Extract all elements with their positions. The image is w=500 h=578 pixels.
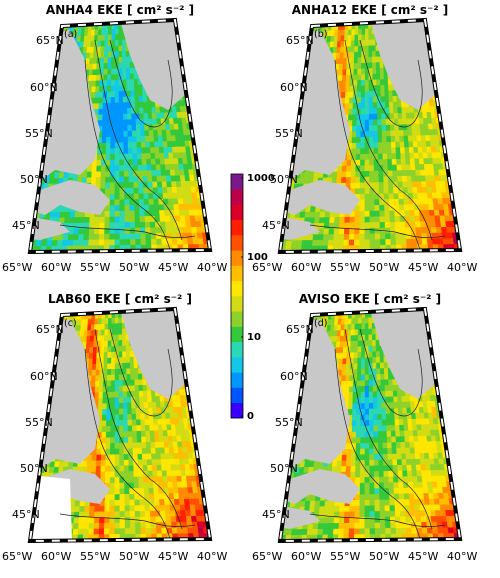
colorbar-swatch [231, 357, 243, 373]
lat-tick-label: 65°N [36, 34, 64, 47]
lon-tick-label: 45°W [408, 261, 438, 274]
lat-tick-label: 55°N [275, 127, 303, 140]
lon-tick-label: 65°W [252, 550, 282, 563]
colorbar-swatch [231, 296, 243, 312]
newfoundland-land [30, 180, 110, 215]
map-b [280, 20, 460, 252]
lon-tick-label: 45°W [158, 550, 188, 563]
lat-tick-label: 55°N [25, 416, 53, 429]
lat-tick-label: 50°N [270, 462, 298, 475]
colorbar-swatch [231, 341, 243, 358]
lon-tick-label: 50°W [119, 261, 149, 274]
lat-tick-label: 65°N [286, 34, 314, 47]
colorbar-swatch [231, 402, 243, 419]
colorbar-tick-label: 1000 [247, 173, 275, 184]
colorbar-swatch [231, 387, 243, 404]
lon-tick-label: 45°W [158, 261, 188, 274]
colorbar-tick-label: 10 [247, 332, 261, 343]
lat-tick-label: 60°N [30, 370, 58, 383]
lat-tick-label: 65°N [36, 323, 64, 336]
lat-tick-label: 50°N [270, 173, 298, 186]
panel-label-d: (d) [314, 318, 327, 329]
panel-label-a: (a) [64, 29, 77, 40]
lon-tick-label: 40°W [197, 261, 227, 274]
lon-tick-label: 50°W [119, 550, 149, 563]
lon-tick-label: 65°W [2, 550, 32, 563]
colorbar-tick-label: 100 [247, 252, 268, 263]
lat-tick-label: 65°N [286, 323, 314, 336]
panel-label-b: (b) [314, 29, 327, 40]
lat-tick-label: 45°N [12, 508, 40, 521]
newfoundland-land [280, 469, 360, 504]
colorbar-swatch [231, 265, 243, 282]
colorbar-swatch [231, 189, 243, 205]
lon-tick-label: 60°W [291, 550, 321, 563]
panel-title-a: ANHA4 EKE [ cm² s⁻² ] [46, 3, 194, 17]
lon-tick-label: 65°W [2, 261, 32, 274]
panel-a: (a) ANHA4 EKE [ cm² s⁻² ] 65°N 60°N 55°N 50°N… [2, 3, 227, 274]
lat-tick-label: 60°N [280, 370, 308, 383]
lat-tick-label: 50°N [20, 173, 48, 186]
bathymetry-contours [59, 39, 196, 251]
lat-tick-label: 60°N [280, 81, 308, 94]
panel-title-c: LAB60 EKE [ cm² s⁻² ] [48, 292, 192, 306]
panel-title-b: ANHA12 EKE [ cm² s⁻² ] [292, 3, 449, 17]
lat-tick-label: 45°N [12, 219, 40, 232]
lon-tick-label: 50°W [369, 550, 399, 563]
colorbar-swatch [231, 280, 243, 297]
colorbar-swatch [231, 250, 243, 266]
panel-b: (b) ANHA12 EKE [ cm² s⁻² ] 65°N 60°N 55°N 50°… [252, 3, 477, 274]
lat-tick-label: 55°N [25, 127, 53, 140]
colorbar-swatch [231, 235, 243, 251]
lon-tick-label: 55°W [80, 261, 110, 274]
lon-tick-label: 40°W [197, 550, 227, 563]
bathymetry-contours [309, 328, 446, 540]
bathymetry-contours [59, 328, 196, 540]
lon-tick-label: 45°W [408, 550, 438, 563]
panel-title-d: AVISO EKE [ cm² s⁻² ] [299, 292, 441, 306]
panel-label-c: (c) [64, 318, 77, 329]
panel-d: (d) AVISO EKE [ cm² s⁻² ] 65°N 60°N 55°N 50°N… [252, 292, 477, 563]
colorbar-swatch [231, 219, 243, 236]
colorbar-swatch [231, 326, 243, 343]
lat-tick-label: 45°N [262, 219, 290, 232]
colorbar-swatch [231, 174, 243, 190]
lat-tick-label: 60°N [30, 81, 58, 94]
lon-tick-label: 60°W [41, 261, 71, 274]
colorbar-swatch [231, 372, 243, 388]
lon-tick-label: 65°W [252, 261, 282, 274]
lat-tick-label: 55°N [275, 416, 303, 429]
lon-tick-label: 55°W [80, 550, 110, 563]
lat-tick-label: 50°N [20, 462, 48, 475]
panel-c: (c) LAB60 EKE [ cm² s⁻² ] 65°N 60°N 55°N 50°N… [2, 292, 227, 563]
lon-tick-label: 55°W [330, 550, 360, 563]
newfoundland-land [280, 180, 360, 215]
lon-tick-label: 40°W [447, 550, 477, 563]
colorbar-tick-label: 0 [247, 411, 254, 422]
lon-tick-label: 50°W [369, 261, 399, 274]
lon-tick-label: 60°W [41, 550, 71, 563]
colorbar-swatch [231, 204, 243, 221]
colorbar-swatch [231, 311, 243, 327]
lon-tick-label: 60°W [291, 261, 321, 274]
map-d [280, 309, 460, 541]
lon-tick-label: 40°W [447, 261, 477, 274]
lon-tick-label: 55°W [330, 261, 360, 274]
lat-tick-label: 45°N [262, 508, 290, 521]
bathymetry-contours [309, 39, 446, 251]
